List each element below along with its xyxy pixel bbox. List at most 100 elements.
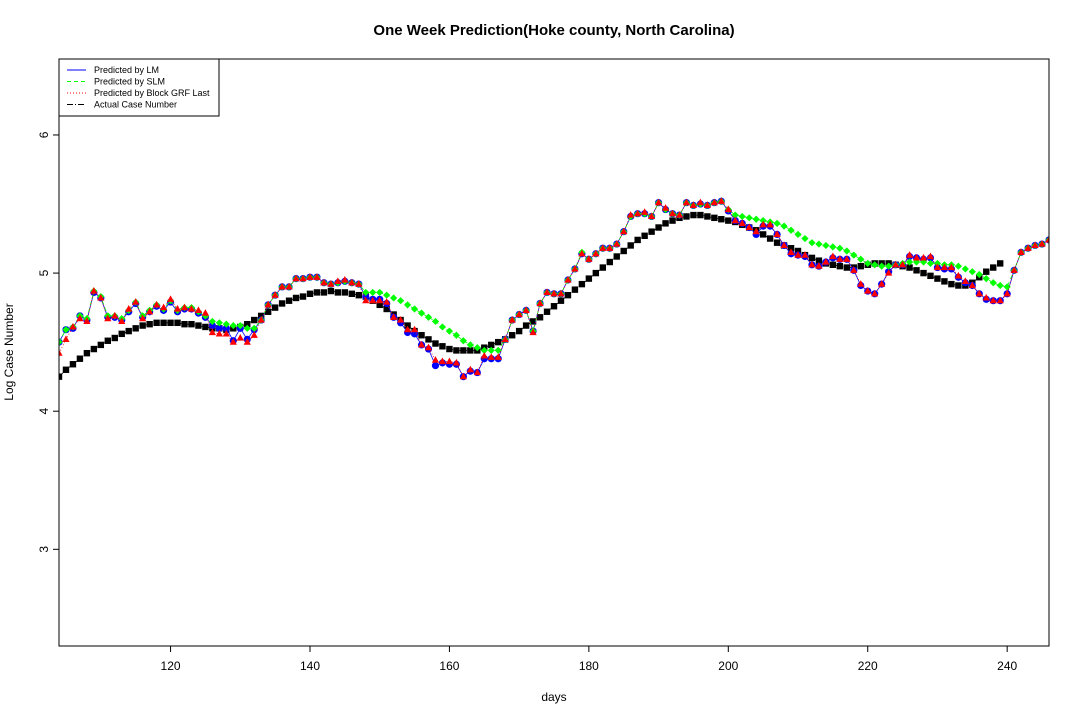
data-point (146, 307, 154, 315)
data-point (557, 297, 565, 304)
data-point (257, 316, 265, 323)
data-point (989, 296, 997, 304)
data-point (390, 294, 398, 302)
chart-title: One Week Prediction(Hoke county, North C… (373, 22, 734, 39)
data-point (703, 201, 711, 209)
data-point (59, 373, 63, 380)
data-point (725, 217, 732, 224)
data-point (181, 320, 188, 328)
data-point (195, 322, 202, 329)
data-point (878, 262, 886, 270)
data-point (905, 258, 914, 266)
data-point (390, 313, 398, 320)
data-point (773, 219, 781, 227)
data-point (202, 323, 209, 331)
data-point (752, 215, 760, 223)
data-point (111, 311, 119, 319)
data-point (571, 286, 579, 293)
data-point (766, 235, 774, 242)
data-point (285, 282, 293, 290)
data-point (501, 335, 509, 342)
data-point (118, 317, 126, 325)
data-point (941, 278, 948, 285)
data-point (473, 344, 481, 352)
data-point (208, 321, 216, 330)
data-point (822, 241, 830, 250)
data-point (926, 259, 935, 268)
data-point (104, 314, 112, 322)
x-tick-label: 140 (300, 659, 320, 673)
data-point (459, 372, 467, 380)
data-point (578, 280, 586, 288)
data-point (334, 277, 342, 284)
data-point (989, 279, 997, 287)
data-point (250, 331, 258, 338)
data-point (738, 219, 746, 226)
data-point (606, 258, 613, 266)
data-point (244, 320, 251, 328)
data-point (174, 319, 181, 327)
data-point (752, 227, 760, 235)
data-point (264, 300, 272, 308)
data-point (759, 216, 767, 225)
data-point (187, 304, 196, 312)
data-point (467, 347, 474, 354)
y-axis: 3 4 5 6 (37, 131, 59, 553)
data-point (857, 255, 865, 263)
data-point (215, 319, 223, 327)
data-point (627, 211, 635, 218)
data-point (829, 252, 837, 260)
data-point (313, 273, 321, 280)
data-point (410, 325, 419, 333)
data-point (898, 260, 907, 268)
data-point (787, 245, 795, 252)
data-point (334, 289, 342, 296)
data-point (201, 309, 210, 316)
data-point (731, 216, 739, 224)
data-point (418, 332, 425, 339)
series-predicted-by-slm (59, 197, 1049, 355)
data-point (487, 346, 495, 355)
data-point (954, 262, 962, 270)
data-point (125, 304, 133, 312)
data-point (264, 308, 272, 315)
data-point (822, 258, 830, 265)
data-point (194, 306, 203, 313)
data-point (543, 288, 551, 296)
data-point (927, 272, 934, 280)
data-point (76, 355, 84, 362)
data-point (926, 252, 935, 260)
data-point (662, 220, 669, 227)
data-point (132, 325, 139, 332)
data-point (843, 255, 851, 262)
data-point (285, 297, 293, 304)
data-point (815, 257, 823, 264)
data-point (306, 290, 314, 297)
data-point (592, 269, 600, 277)
data-point (690, 211, 697, 219)
data-point (613, 240, 621, 247)
data-point (452, 331, 460, 339)
data-point (961, 277, 969, 284)
data-point (348, 278, 356, 286)
data-point (410, 305, 419, 313)
data-point (446, 345, 453, 353)
data-point (648, 212, 656, 220)
data-point (697, 211, 704, 219)
data-point (188, 320, 195, 328)
data-point (613, 253, 620, 260)
data-point (683, 213, 690, 220)
data-point (243, 338, 251, 345)
data-point (522, 306, 530, 313)
data-point (892, 260, 900, 268)
data-point (383, 291, 391, 299)
data-point (536, 299, 544, 307)
data-point (801, 234, 809, 243)
data-point (327, 287, 335, 295)
data-point (459, 337, 467, 345)
data-point (1003, 289, 1011, 297)
data-point (529, 318, 537, 325)
data-point (968, 281, 976, 289)
data-point (968, 268, 976, 276)
x-axis-label: days (541, 690, 566, 704)
